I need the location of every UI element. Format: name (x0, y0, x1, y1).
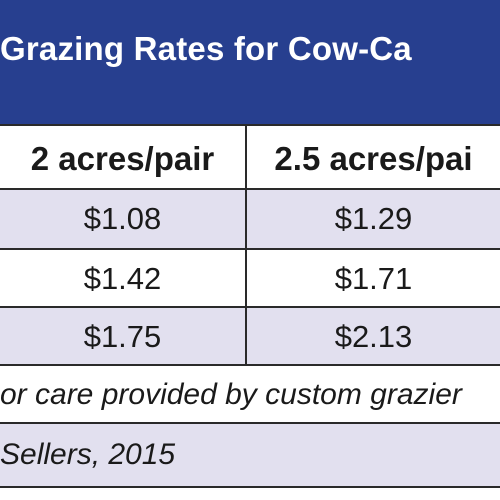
source-row: Sellers, 2015 (0, 424, 500, 488)
table-header-row: 2 acres/pair 2.5 acres/pai (0, 124, 500, 190)
footnote-row: or care provided by custom grazier (0, 366, 500, 424)
table-cell: $2.13 (334, 319, 413, 354)
table-bottom-rule (0, 486, 500, 488)
source-text: Sellers, 2015 (0, 438, 176, 471)
table-cell: $1.71 (334, 261, 413, 296)
footnote-text: or care provided by custom grazier (0, 378, 462, 411)
column-header-2-5-acres: 2.5 acres/pai (274, 140, 473, 177)
column-header-2-acres: 2 acres/pair (30, 140, 215, 177)
row-divider (0, 248, 500, 250)
table-title-bar: Grazing Rates for Cow-Ca (0, 0, 500, 124)
table-title: Grazing Rates for Cow-Ca (0, 30, 412, 67)
table-row: $1.42 $1.71 (0, 250, 500, 308)
table-cell: $1.08 (83, 201, 162, 236)
table-cell: $1.42 (83, 261, 162, 296)
row-divider (0, 364, 500, 366)
table-cell: $1.75 (83, 319, 162, 354)
table-cell: $1.29 (334, 201, 413, 236)
column-divider (245, 124, 247, 366)
row-divider (0, 422, 500, 424)
table-row: $1.75 $2.13 (0, 308, 500, 366)
header-divider (0, 188, 500, 190)
row-divider (0, 306, 500, 308)
table-row: $1.08 $1.29 (0, 190, 500, 248)
